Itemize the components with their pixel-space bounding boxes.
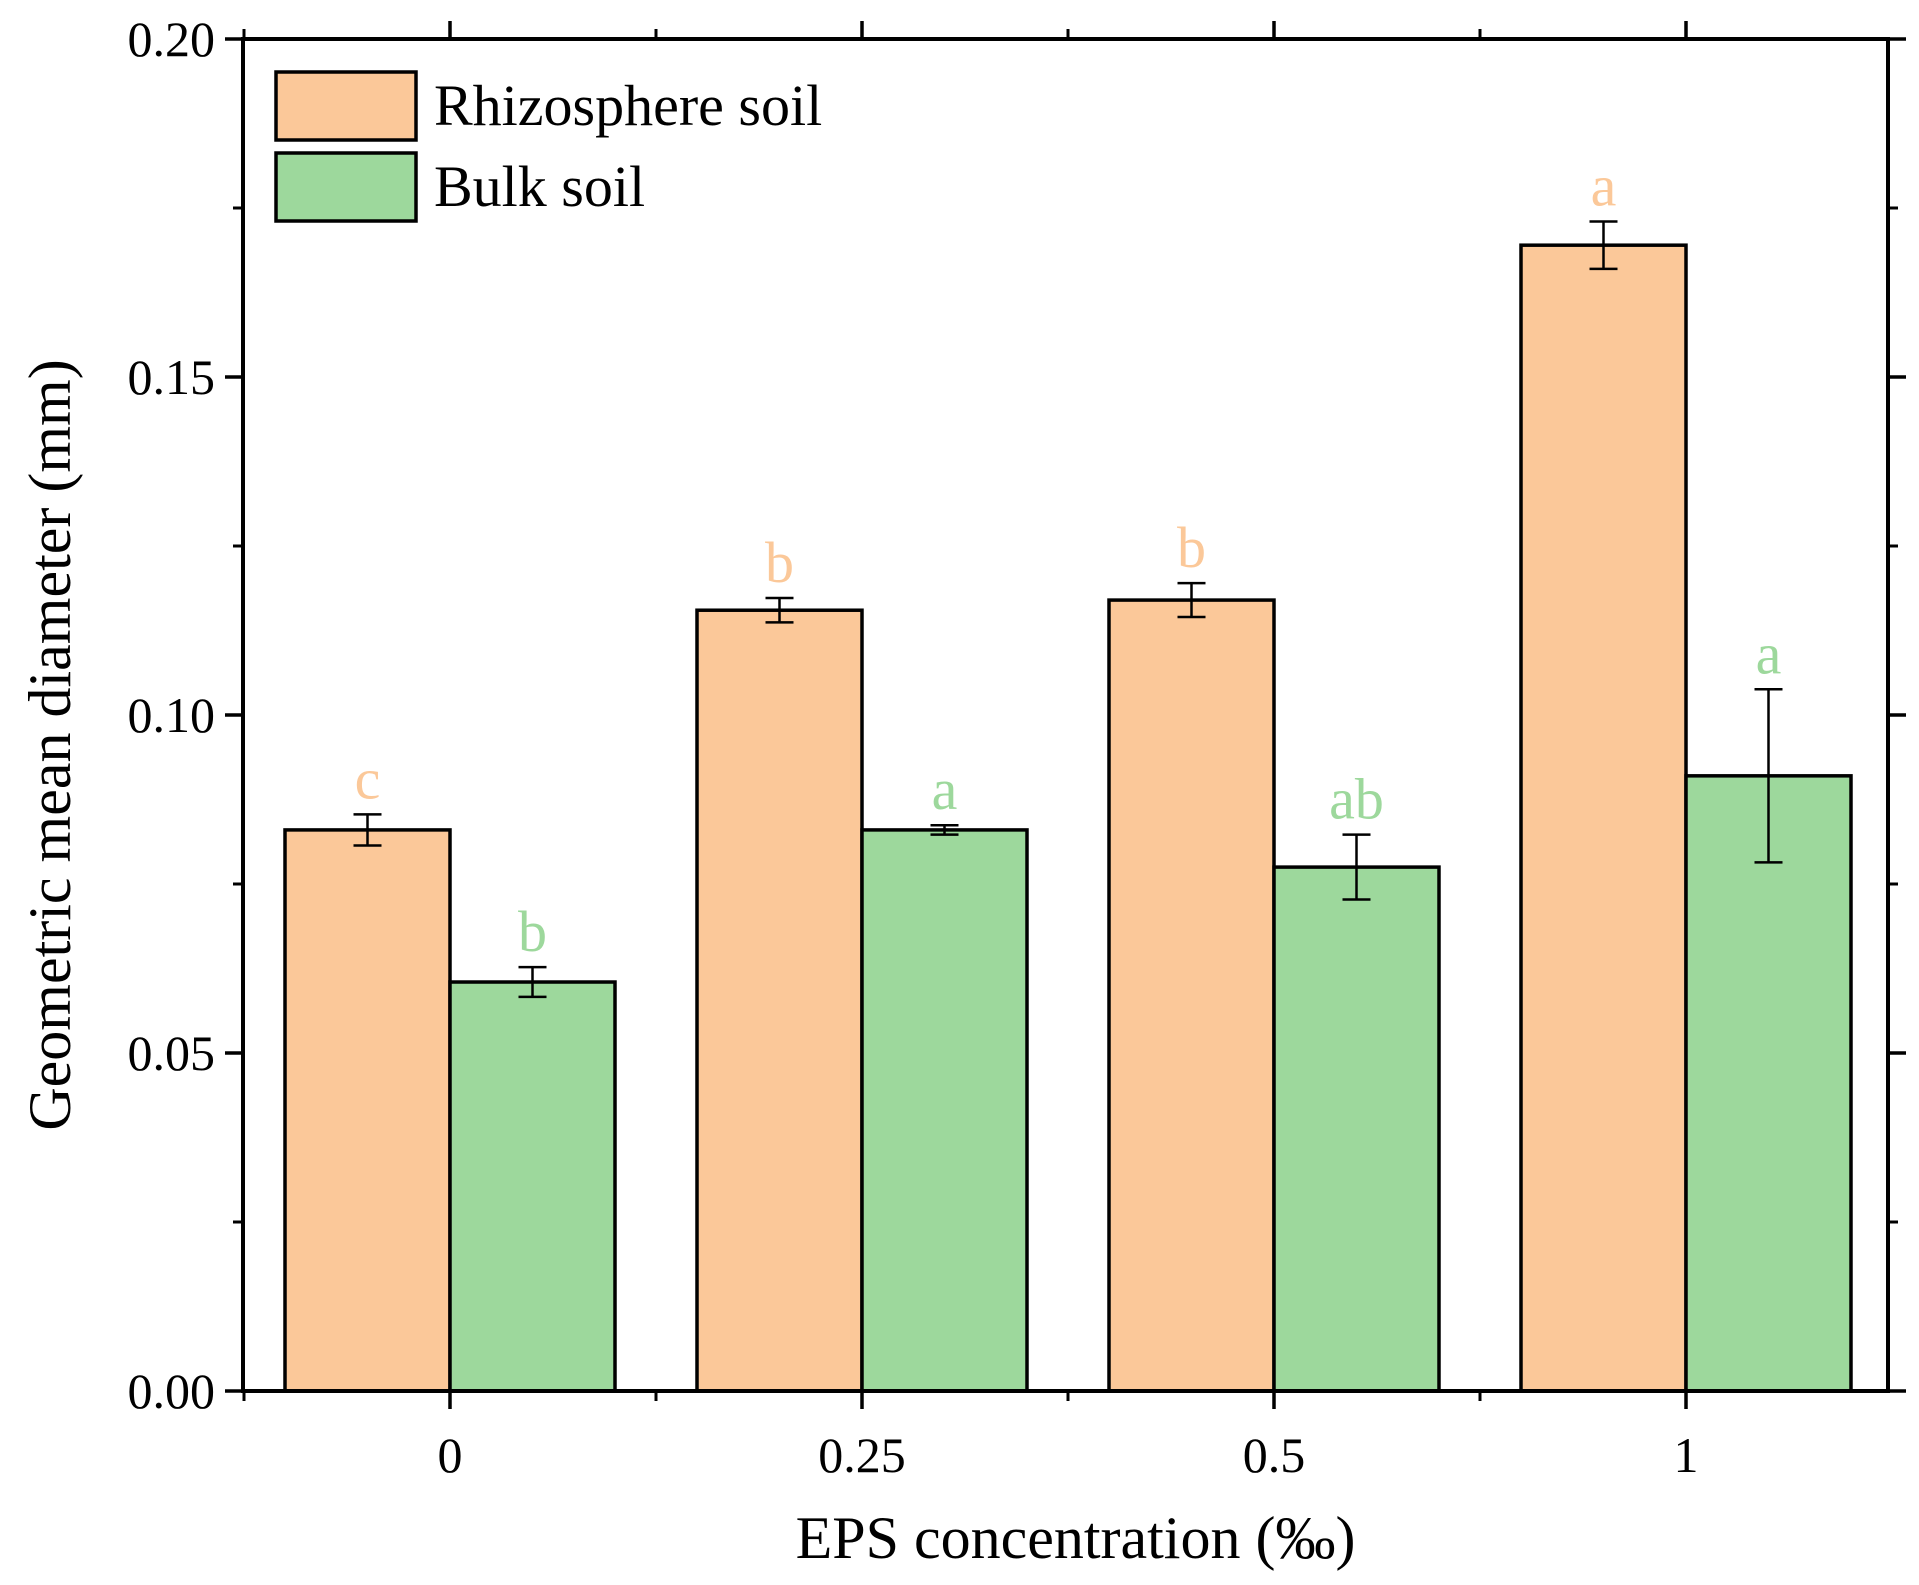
bar-bulk-3 <box>1684 774 1853 1393</box>
error-bar-bulk-3 <box>1754 688 1783 864</box>
y-tick-label: 0.05 <box>128 1025 216 1081</box>
bar-rhizosphere-0 <box>283 828 452 1393</box>
legend-swatch <box>274 70 418 142</box>
error-bar-bulk-1 <box>930 823 959 836</box>
significance-letter: a <box>932 757 958 822</box>
axes-layer: 0.00 0.05 0.10 0.15 0.20 0 0.25 0.5 1 <box>128 11 1906 1483</box>
significance-letter: ab <box>1329 767 1384 832</box>
significance-letter: c <box>355 746 381 811</box>
bar-bulk-0 <box>448 980 617 1393</box>
legend: Rhizosphere soil Bulk soil <box>274 70 822 223</box>
legend-label: Rhizosphere soil <box>434 73 822 138</box>
x-tick-label: 1 <box>1674 1427 1699 1483</box>
bars-layer <box>283 243 1853 1393</box>
x-axis-title: EPS concentration (‰) <box>796 1505 1356 1571</box>
bar-bulk-1 <box>860 828 1029 1393</box>
error-bar-rhizosphere-3 <box>1589 220 1618 271</box>
y-axis-title: Geometric mean diameter (mm) <box>17 359 83 1130</box>
significance-letter: b <box>1177 515 1206 580</box>
y-tick-label: 0.00 <box>128 1363 216 1419</box>
significance-letter: b <box>765 530 794 595</box>
error-bar-rhizosphere-1 <box>765 596 794 624</box>
x-tick-label: 0.25 <box>818 1427 906 1483</box>
y-tick-label: 0.10 <box>128 687 216 743</box>
significance-letter: b <box>518 899 547 964</box>
significance-letter: a <box>1756 621 1782 686</box>
legend-label: Bulk soil <box>434 154 645 219</box>
bar-rhizosphere-2 <box>1107 598 1276 1393</box>
bar-rhizosphere-3 <box>1519 243 1688 1393</box>
error-bar-bulk-0 <box>518 965 547 999</box>
y-tick-label: 0.20 <box>128 11 216 67</box>
error-bars-layer <box>353 220 1783 999</box>
y-tick-label: 0.15 <box>128 349 216 405</box>
error-bar-rhizosphere-2 <box>1177 581 1206 619</box>
x-tick-label: 0 <box>438 1427 463 1483</box>
error-bar-rhizosphere-0 <box>353 813 382 847</box>
bar-bulk-2 <box>1272 865 1441 1393</box>
legend-swatch <box>274 151 418 223</box>
error-bar-bulk-2 <box>1342 833 1371 901</box>
legend-item-bulk: Bulk soil <box>274 151 645 223</box>
bar-rhizosphere-1 <box>695 608 864 1393</box>
significance-letter: a <box>1591 154 1617 219</box>
legend-item-rhizosphere: Rhizosphere soil <box>274 70 822 142</box>
x-tick-label: 0.5 <box>1243 1427 1306 1483</box>
